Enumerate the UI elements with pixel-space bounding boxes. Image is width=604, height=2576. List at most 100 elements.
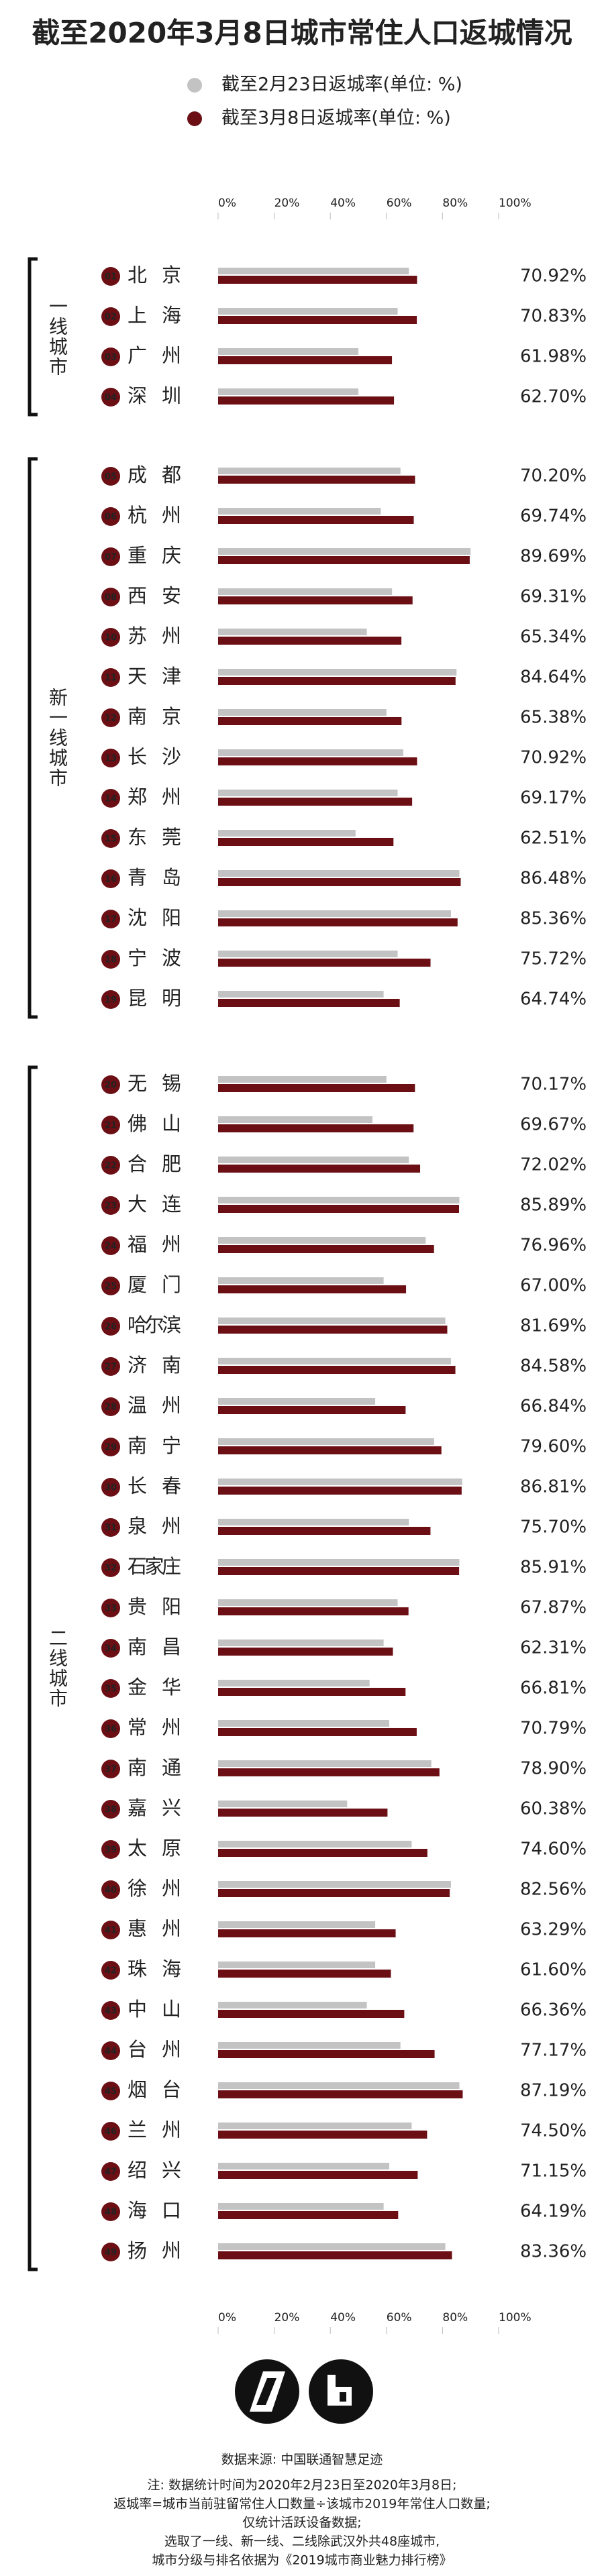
rank-number: 03	[105, 353, 117, 363]
rank-number: 43	[105, 2006, 117, 2017]
bar	[218, 1849, 427, 1857]
bar	[218, 1648, 393, 1656]
city-name: 杭州	[128, 504, 181, 527]
value-label: 67.00%	[520, 1276, 587, 1296]
source: 数据来源: 中国联通智慧足迹	[221, 2453, 383, 2467]
rank-number: 37	[105, 1765, 117, 1775]
value-label: 64.19%	[520, 2202, 587, 2222]
rank-badge	[101, 628, 120, 647]
city-name: 深圳	[128, 384, 181, 407]
x-tick-label: 20%	[274, 197, 300, 210]
value-label: 64.74%	[520, 989, 587, 1010]
bar	[218, 1607, 409, 1615]
bar	[218, 959, 431, 967]
bar	[218, 2251, 452, 2259]
rank-number: 36	[105, 1725, 117, 1735]
bar	[218, 556, 470, 564]
bar	[218, 1285, 407, 1293]
rank-badge	[101, 990, 120, 1009]
city-name: 海口	[128, 2199, 181, 2222]
value-label: 69.17%	[520, 788, 587, 808]
chart-title: 截至2020年3月8日城市常住人口返城情况	[32, 17, 572, 50]
value-label: 69.67%	[520, 1115, 587, 1135]
rank-badge	[101, 467, 120, 486]
city-name: 中山	[128, 1998, 181, 2021]
legend-swatch	[187, 111, 202, 126]
bar	[218, 1438, 434, 1445]
rank-badge	[101, 1518, 120, 1537]
city-name: 宁波	[128, 947, 181, 969]
rank-number: 31	[105, 1523, 117, 1534]
rank-number: 28	[105, 1403, 117, 1413]
x-tick-label: 60%	[387, 197, 412, 210]
city-name: 郑州	[128, 786, 181, 808]
rank-badge	[101, 347, 120, 366]
bar	[218, 1326, 448, 1334]
rank-number: 24	[105, 1242, 117, 1252]
bar	[218, 1768, 440, 1776]
rank-number: 35	[105, 1684, 117, 1695]
bar	[218, 1720, 389, 1727]
bar	[218, 798, 413, 806]
bar	[218, 1728, 417, 1736]
bar	[218, 677, 456, 685]
bar	[218, 1406, 406, 1414]
group-label: 新一线城市	[46, 688, 68, 788]
value-label: 89.69%	[520, 547, 587, 567]
value-label: 70.17%	[520, 1075, 587, 1095]
rank-badge	[101, 1679, 120, 1698]
x-tick-label: 100%	[499, 197, 532, 210]
bar	[218, 1237, 426, 1244]
bar	[218, 1479, 462, 1485]
rank-badge	[101, 749, 120, 767]
rank-number: 40	[105, 1886, 117, 1896]
rank-number: 06	[105, 513, 117, 523]
rank-number: 23	[105, 1201, 117, 1212]
value-label: 62.70%	[520, 387, 587, 407]
city-name: 南通	[128, 1756, 181, 1779]
city-name: 青岛	[128, 866, 181, 889]
group-bracket	[28, 1065, 38, 2271]
rank-number: 15	[105, 835, 117, 845]
bar	[218, 1921, 376, 1928]
city-name: 南昌	[128, 1635, 181, 1658]
bar	[218, 2211, 399, 2219]
rank-number: 42	[105, 1966, 117, 1976]
group-label: 一线城市	[46, 297, 68, 377]
value-label: 65.38%	[520, 708, 587, 728]
value-label: 76.96%	[520, 1236, 587, 1256]
city-name: 无锡	[128, 1072, 181, 1095]
bar	[218, 991, 384, 998]
bar	[218, 2042, 401, 2049]
rank-badge	[101, 267, 120, 286]
rank-number: 04	[105, 393, 117, 403]
x-tick-label: 0%	[218, 197, 236, 210]
city-name: 绍兴	[128, 2159, 181, 2182]
city-name: 广州	[128, 344, 181, 367]
group-bracket	[28, 257, 38, 417]
rank-number: 20	[105, 1081, 117, 1091]
group-label: 二线城市	[46, 1628, 68, 1709]
rank-badge	[101, 307, 120, 326]
bar	[218, 1076, 387, 1083]
x-tick-label: 40%	[330, 197, 356, 210]
bar	[218, 2123, 412, 2129]
bar	[218, 548, 471, 555]
bar	[218, 1688, 406, 1696]
bar	[218, 1559, 460, 1566]
city-name: 沈阳	[128, 906, 181, 929]
city-name: 上海	[128, 304, 181, 327]
rank-badge	[101, 2001, 120, 2020]
note: 选取了一线、新一线、二线除武汉外共48座城市,	[164, 2534, 440, 2549]
bar	[218, 1760, 432, 1767]
city-name: 台州	[128, 2038, 181, 2061]
rank-badge	[101, 1800, 120, 1819]
value-label: 82.56%	[520, 1880, 587, 1900]
value-label: 60.38%	[520, 1799, 587, 1819]
bar	[218, 2010, 405, 2018]
note: 注: 数据统计时间为2020年2月23日至2020年3月8日;	[148, 2478, 457, 2493]
rank-number: 08	[105, 593, 117, 603]
city-name: 珠海	[128, 1957, 181, 1980]
value-label: 63.29%	[520, 1920, 587, 1940]
bar	[218, 757, 417, 765]
